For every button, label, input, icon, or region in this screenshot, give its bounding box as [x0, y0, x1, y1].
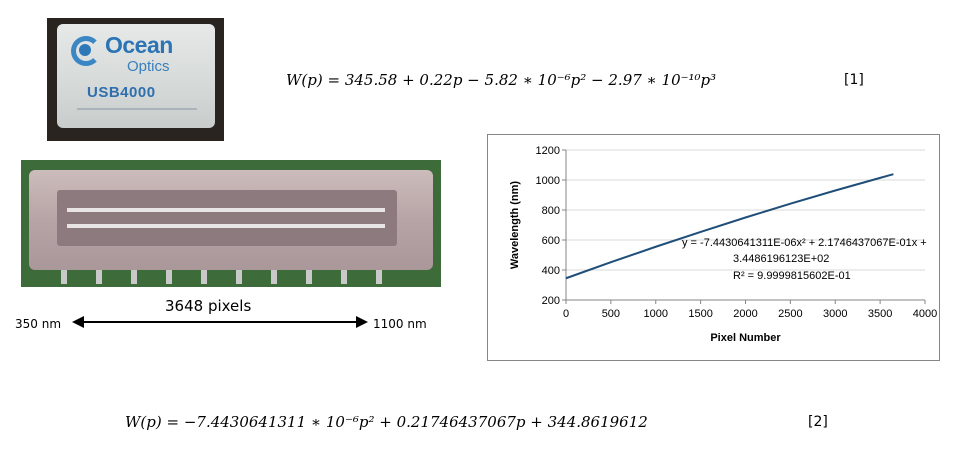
equation-1-text: W(p) = 345.58 + 0.22p − 5.82 ∗ 10⁻⁶p² − …: [286, 71, 717, 89]
x-tick-label: 1000: [644, 308, 668, 320]
series-layer: [565, 173, 894, 280]
ccd-pin: [96, 270, 102, 284]
y-tick-label: 800: [542, 205, 560, 217]
series-line: [565, 173, 894, 280]
y-tick-label: 200: [542, 295, 560, 307]
x-tick-label: 0: [563, 308, 569, 320]
logo-dot: [79, 44, 91, 56]
device-photo: Ocean Optics USB4000: [47, 18, 224, 141]
x-tick-label: 500: [602, 308, 620, 320]
equation-2-text: W(p) = −7.4430641311 ∗ 10⁻⁶p² + 0.217464…: [125, 413, 648, 431]
chart-frame: 200 400 600 800 1000 1200 0 500 1000 1500 2000 2500…: [487, 134, 940, 361]
trendline-annotation: y = -7.4430641311E-06x² + 2.1746437067E-…: [682, 237, 927, 249]
ccd-pin: [166, 270, 172, 284]
ccd-pin: [341, 270, 347, 284]
x-axis-label: Pixel Number: [710, 332, 781, 344]
calibration-chart: 200 400 600 800 1000 1200 0 500 1000 1500 2000 2500…: [509, 145, 937, 344]
y-tick-label: 1000: [536, 175, 560, 187]
model-label: USB4000: [87, 84, 156, 101]
wavelength-start-label: 350 nm: [15, 317, 62, 331]
axes-layer: [562, 149, 926, 304]
ccd-window: [57, 190, 397, 246]
range-arrow: [72, 316, 368, 328]
ccd-pixel-row: [67, 208, 385, 212]
y-tick-label: 1200: [536, 145, 560, 157]
equation-2: W(p) = −7.4430641311 ∗ 10⁻⁶p² + 0.217464…: [125, 413, 648, 431]
trendline-annotation: R² = 9.9999815602E-01: [733, 270, 851, 282]
device-strip: [77, 108, 197, 110]
x-tick-label: 3000: [823, 308, 847, 320]
x-tick-label: 4000: [913, 308, 937, 320]
label-layer: 200 400 600 800 1000 1200 0 500 1000 1500 2000 2500…: [509, 145, 937, 344]
x-tick-label: 1500: [688, 308, 712, 320]
ccd-pin: [376, 270, 382, 284]
y-tick-label: 600: [542, 235, 560, 247]
x-tick-label: 3500: [868, 308, 892, 320]
equation-1-number: [1]: [844, 72, 864, 88]
x-tick-label: 2500: [778, 308, 802, 320]
trendline-annotation: 3.4486196123E+02: [733, 253, 829, 265]
wavelength-end-label: 1100 nm: [373, 317, 427, 331]
ccd-pixel-row: [67, 224, 385, 228]
ccd-pin: [306, 270, 312, 284]
ccd-pin: [271, 270, 277, 284]
equation-2-number: [2]: [808, 414, 828, 430]
y-tick-label: 400: [542, 265, 560, 277]
ccd-detector-photo: [21, 160, 441, 287]
grid-layer: [566, 149, 925, 271]
x-tick-label: 2000: [733, 308, 757, 320]
y-axis-label: Wavelength (nm): [509, 181, 521, 270]
ocean-optics-logo-icon: [71, 36, 101, 66]
logo-word-optics: Optics: [127, 58, 170, 75]
equation-1: W(p) = 345.58 + 0.22p − 5.82 ∗ 10⁻⁶p² − …: [286, 71, 716, 89]
logo-word-ocean: Ocean: [105, 32, 173, 58]
device-face: Ocean Optics USB4000: [57, 24, 215, 128]
ccd-pin: [131, 270, 137, 284]
ccd-pin: [201, 270, 207, 284]
ccd-body: [29, 170, 433, 270]
ccd-pin: [236, 270, 242, 284]
pixel-count-label: 3648 pixels: [165, 297, 252, 315]
ccd-pin: [61, 270, 67, 284]
